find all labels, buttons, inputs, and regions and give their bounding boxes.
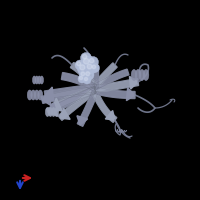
Ellipse shape — [81, 56, 95, 70]
Polygon shape — [58, 88, 97, 120]
Ellipse shape — [54, 108, 59, 116]
Polygon shape — [92, 65, 98, 88]
Polygon shape — [77, 116, 88, 125]
Ellipse shape — [48, 108, 53, 116]
Ellipse shape — [80, 65, 85, 70]
Ellipse shape — [89, 58, 94, 63]
Polygon shape — [42, 91, 51, 106]
Ellipse shape — [75, 60, 85, 70]
Ellipse shape — [139, 70, 145, 80]
Ellipse shape — [84, 77, 88, 81]
Ellipse shape — [143, 70, 149, 80]
Ellipse shape — [87, 64, 92, 69]
Polygon shape — [45, 87, 54, 101]
Ellipse shape — [40, 76, 44, 84]
Ellipse shape — [51, 108, 56, 116]
Ellipse shape — [78, 62, 90, 75]
Polygon shape — [70, 62, 97, 89]
Ellipse shape — [90, 64, 100, 72]
Polygon shape — [95, 79, 139, 91]
Polygon shape — [52, 98, 62, 111]
Ellipse shape — [83, 58, 89, 64]
Ellipse shape — [131, 70, 137, 80]
Ellipse shape — [88, 56, 98, 68]
Ellipse shape — [86, 72, 90, 76]
Ellipse shape — [85, 62, 97, 74]
Polygon shape — [92, 91, 117, 122]
Polygon shape — [44, 84, 96, 99]
Ellipse shape — [79, 70, 89, 80]
Polygon shape — [77, 91, 98, 126]
Polygon shape — [93, 63, 117, 89]
Ellipse shape — [32, 76, 36, 84]
Ellipse shape — [135, 70, 141, 80]
Ellipse shape — [77, 62, 81, 66]
Polygon shape — [47, 87, 96, 115]
Polygon shape — [48, 103, 58, 116]
Polygon shape — [105, 111, 115, 120]
Ellipse shape — [79, 76, 83, 80]
Ellipse shape — [27, 90, 32, 100]
Ellipse shape — [45, 108, 50, 116]
Ellipse shape — [81, 72, 85, 76]
Ellipse shape — [78, 75, 86, 83]
Ellipse shape — [82, 54, 87, 59]
Ellipse shape — [38, 76, 41, 84]
Polygon shape — [94, 87, 135, 98]
Polygon shape — [61, 73, 97, 91]
Polygon shape — [60, 108, 70, 119]
Ellipse shape — [38, 90, 43, 100]
Polygon shape — [94, 69, 129, 90]
Ellipse shape — [84, 70, 94, 80]
Polygon shape — [126, 88, 135, 101]
Ellipse shape — [80, 52, 92, 64]
Ellipse shape — [83, 76, 91, 84]
Ellipse shape — [35, 76, 38, 84]
Polygon shape — [129, 76, 138, 89]
Ellipse shape — [31, 90, 36, 100]
Polygon shape — [50, 87, 96, 111]
Ellipse shape — [34, 90, 39, 100]
Ellipse shape — [92, 65, 96, 69]
Polygon shape — [41, 87, 95, 103]
